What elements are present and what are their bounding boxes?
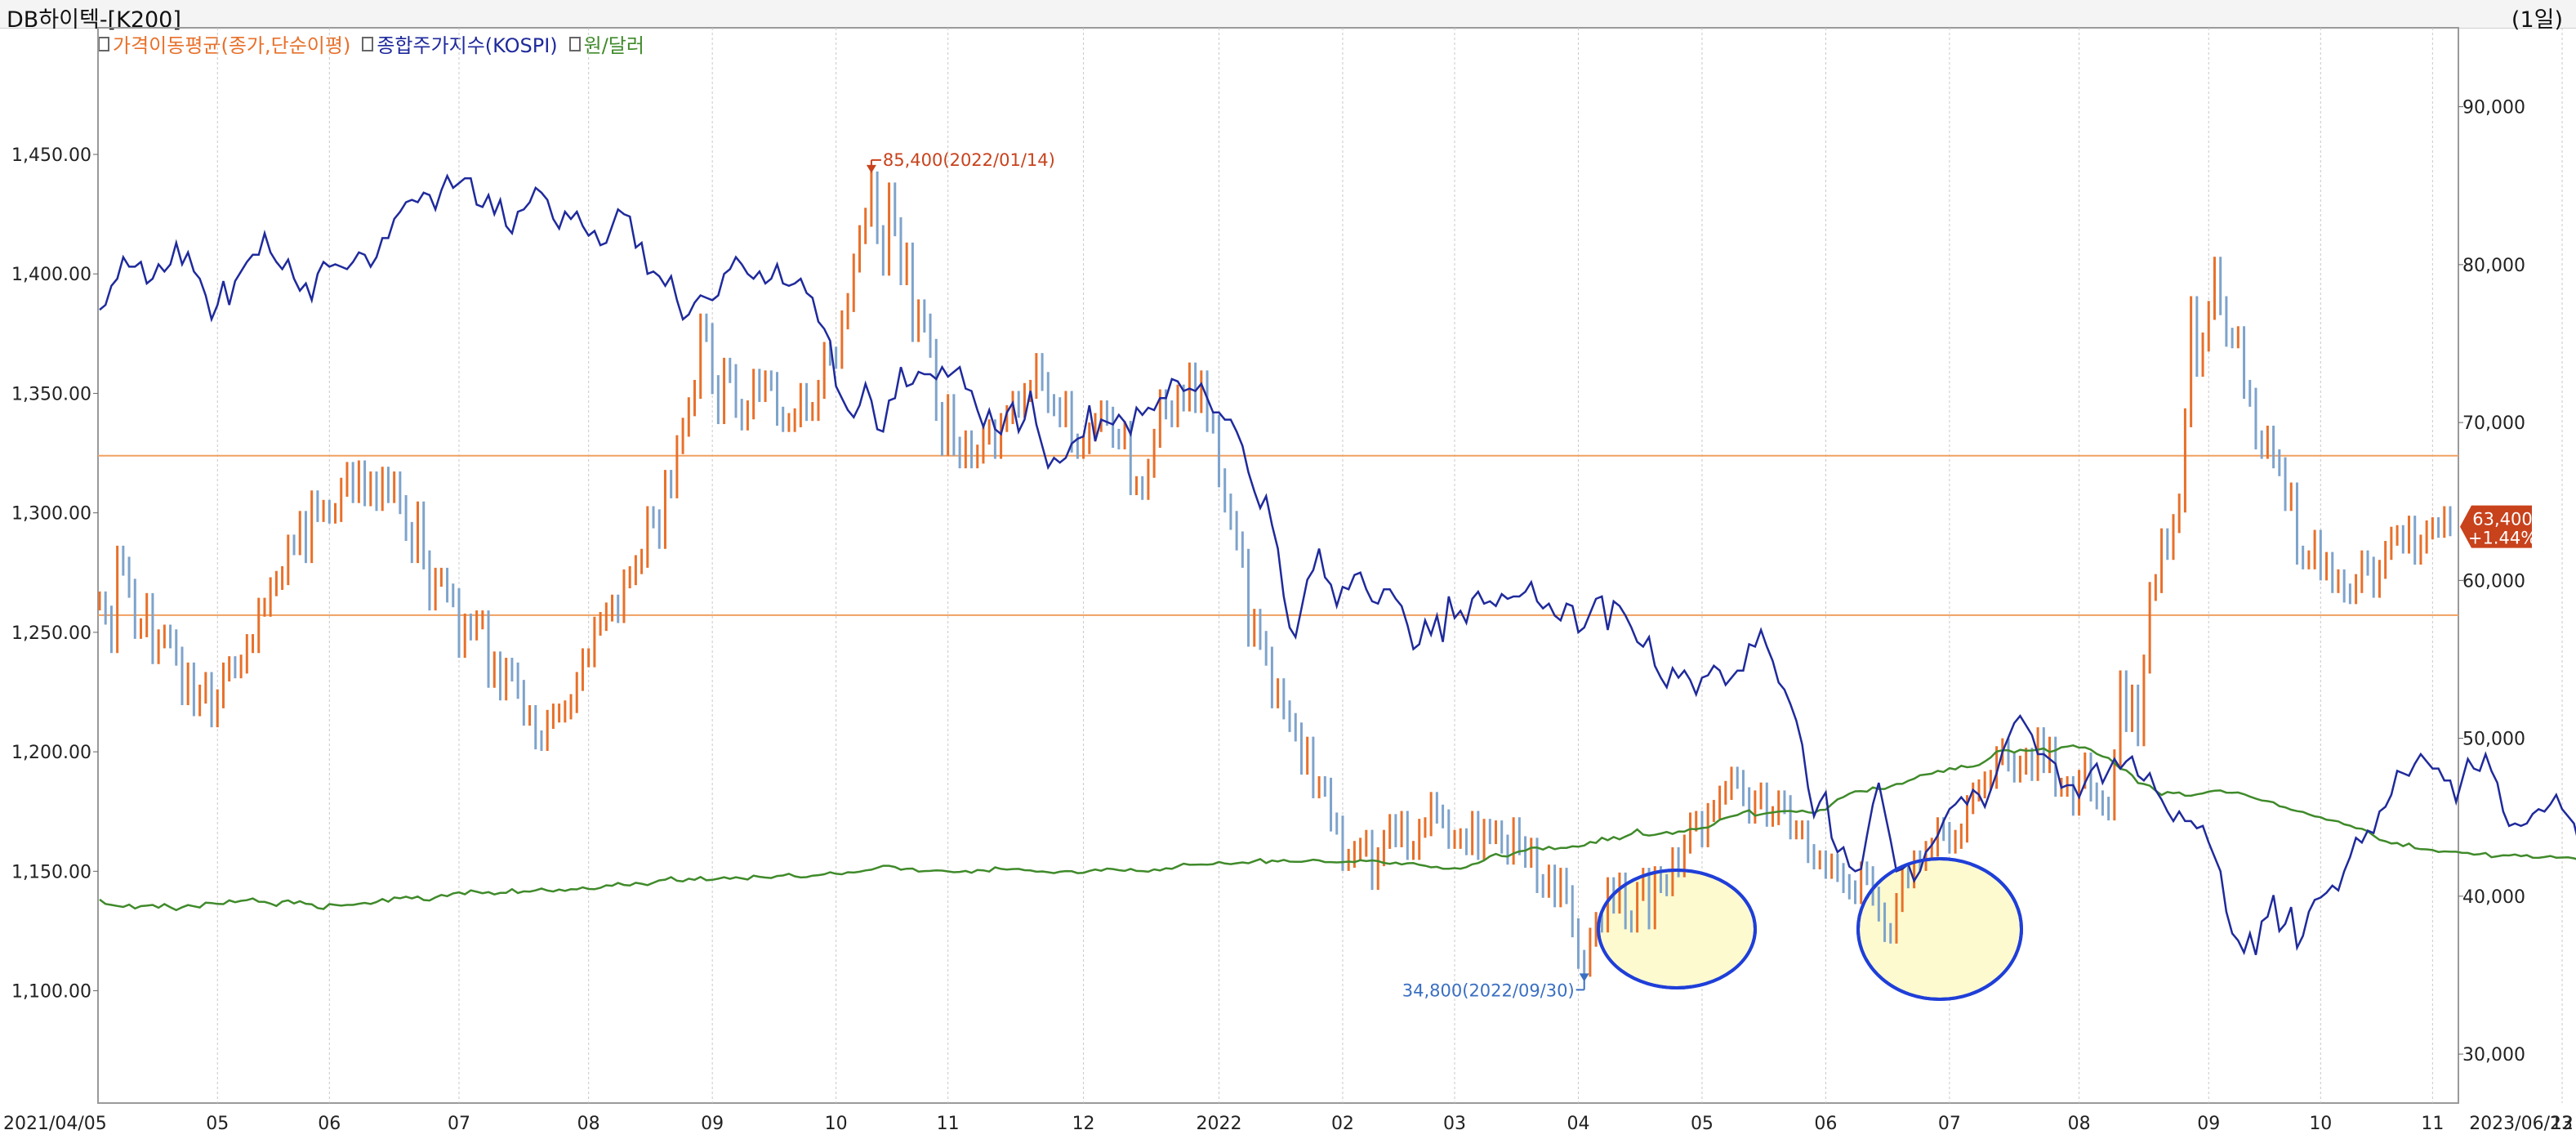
low-marker-arrow-icon	[1579, 973, 1589, 982]
y-right-tick-label: 40,000	[2462, 887, 2525, 908]
y-right-tick-label: 90,000	[2462, 98, 2525, 118]
legend: 가격이동평균(종가,단순이평) 종합주가지수(KOSPI) 원/달러	[98, 29, 644, 58]
legend-item-ma[interactable]: 가격이동평균(종가,단순이평)	[98, 29, 350, 58]
last-price-change: +1.44%	[2468, 529, 2537, 548]
x-tick-label: 04	[1567, 1114, 1589, 1134]
x-tick-label: 09	[2197, 1114, 2220, 1134]
legend-label-usdkrw: 원/달러	[583, 34, 644, 57]
x-tick-label: 08	[2068, 1114, 2091, 1134]
period-label[interactable]: (1일)	[2511, 7, 2563, 33]
y-left-tick-label: 1,300.00	[11, 504, 91, 525]
x-tick-label: 02	[1331, 1114, 1354, 1134]
high-annotation-label: 85,400(2022/01/14)	[883, 150, 1055, 170]
last-price-value: 63,400	[2472, 510, 2532, 529]
y-left-tick-label: 1,400.00	[11, 265, 91, 285]
x-tick-label: 11	[937, 1114, 960, 1134]
legend-item-usdkrw[interactable]: 원/달러	[568, 29, 644, 58]
y-left-tick-label: 1,250.00	[11, 623, 91, 644]
kospi-series-line	[99, 173, 2576, 956]
legend-item-kospi[interactable]: 종합주가지수(KOSPI)	[362, 29, 558, 58]
x-tick-label: 2023/06/23	[2469, 1114, 2573, 1134]
legend-checkbox-icon	[568, 36, 581, 51]
y-left-tick-label: 1,450.00	[11, 145, 91, 166]
x-tick-label: 06	[318, 1114, 341, 1134]
x-tick-label: 03	[1443, 1114, 1466, 1134]
x-tick-label: 09	[701, 1114, 724, 1134]
x-tick-label: 12	[2551, 1114, 2574, 1134]
legend-label-kospi: 종합주가지수(KOSPI)	[377, 34, 558, 57]
y-left-tick-label: 1,350.00	[11, 384, 91, 404]
x-tick-label: 10	[825, 1114, 848, 1134]
y-right-tick-label: 80,000	[2462, 256, 2525, 276]
x-tick-label: 08	[577, 1114, 600, 1134]
x-tick-label: 06	[1814, 1114, 1837, 1134]
low-annotation-label: 34,800(2022/09/30)	[1402, 980, 1575, 1000]
plot-border	[97, 27, 2459, 1104]
y-right-tick-label: 50,000	[2462, 730, 2525, 750]
x-tick-label: 2021/04/05	[3, 1114, 107, 1134]
x-tick-label: 11	[2421, 1114, 2444, 1134]
y-right-tick-label: 70,000	[2462, 413, 2525, 434]
x-tick-label: 07	[1938, 1114, 1961, 1134]
y-left-tick-label: 1,200.00	[11, 743, 91, 763]
highlight-ellipse-outline	[1597, 869, 1757, 989]
x-tick-label: 07	[448, 1114, 470, 1134]
x-tick-label: 05	[1691, 1114, 1714, 1134]
x-tick-label: 12	[1072, 1114, 1095, 1134]
y-left-tick-label: 1,150.00	[11, 862, 91, 882]
usdkrw-series-line	[99, 744, 2576, 912]
high-marker-arrow-icon	[866, 164, 876, 173]
legend-label-ma: 가격이동평균(종가,단순이평)	[113, 34, 351, 57]
highlight-ellipse-outline	[1856, 857, 2023, 1001]
x-tick-label: 2022	[1196, 1114, 1241, 1134]
last-price-badge	[2460, 505, 2532, 548]
x-tick-label: 05	[206, 1114, 229, 1134]
legend-checkbox-icon	[362, 36, 374, 51]
x-tick-label: 10	[2309, 1114, 2332, 1134]
y-left-tick-label: 1,100.00	[11, 982, 91, 1003]
y-right-tick-label: 60,000	[2462, 571, 2525, 592]
y-right-tick-label: 30,000	[2462, 1045, 2525, 1065]
